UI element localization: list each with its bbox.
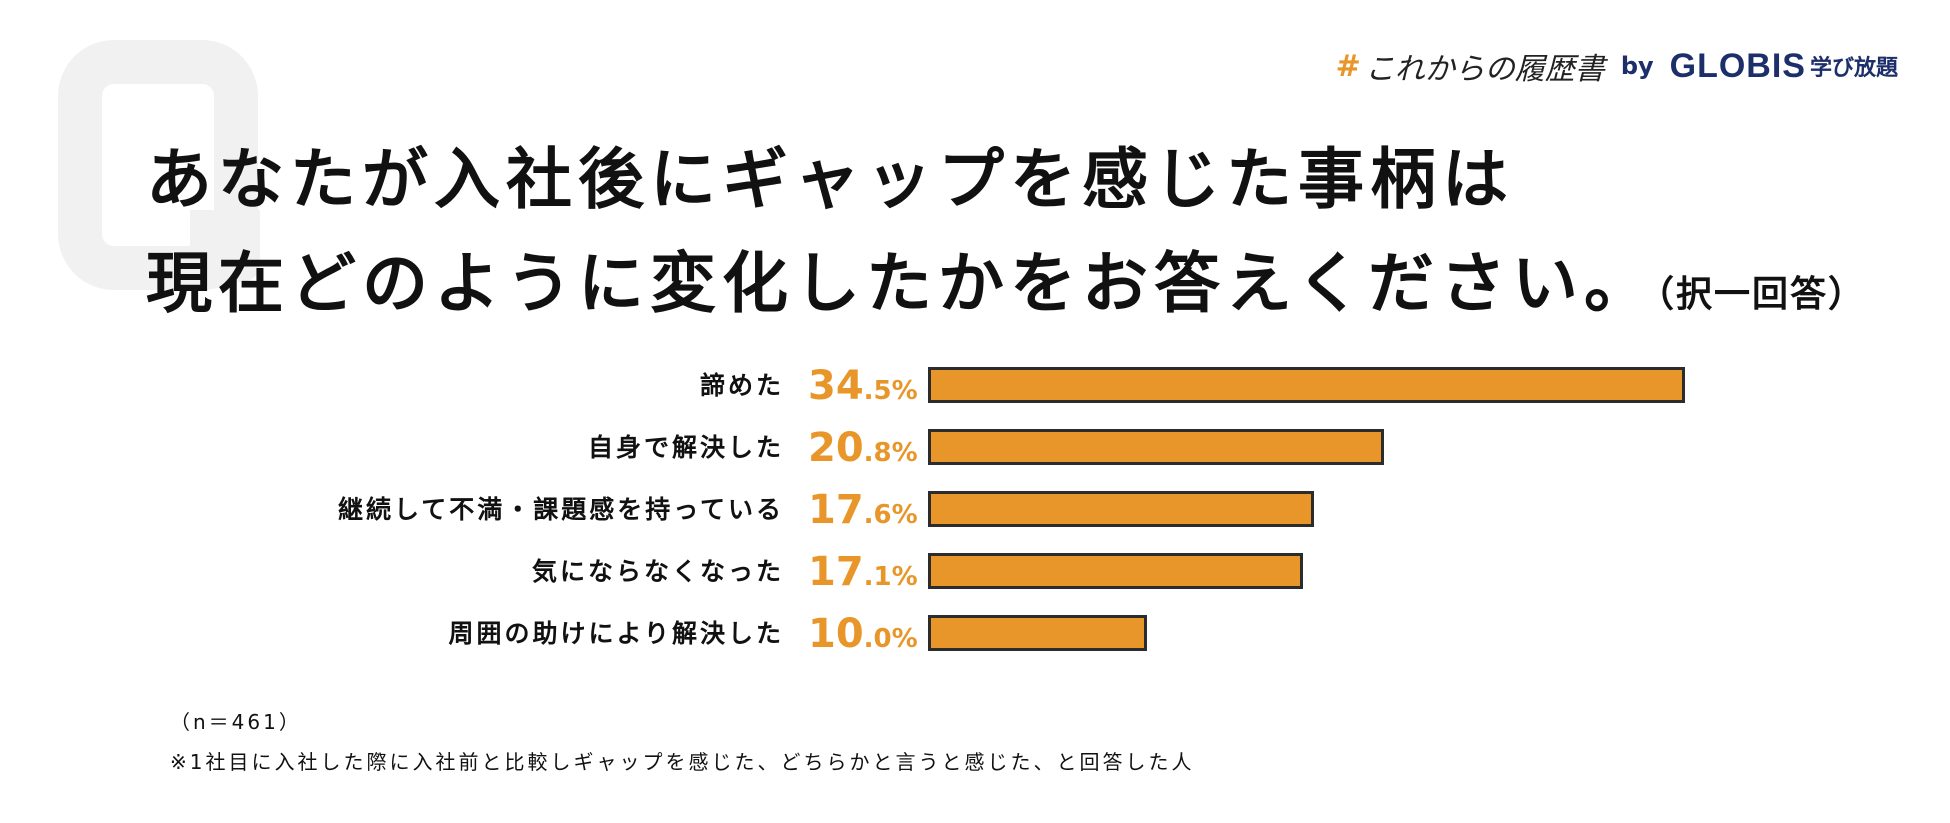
question-line-2-text: 現在どのように変化したかをお答えください。 — [146, 245, 1657, 322]
category-label: 継続して不満・課題感を持っている — [337, 495, 784, 524]
value-label: 20.8% — [808, 425, 918, 471]
hashtag-text: これからの履歴書 — [1364, 52, 1605, 87]
bar — [928, 429, 1384, 465]
respondent-footnote: ※1社目に入社した際に入社前と比較しギャップを感じた、どちらかと言うと感じた、と… — [170, 750, 1195, 774]
globis-service-name: 学び放題 — [1809, 56, 1898, 81]
value-label: 17.6% — [808, 487, 918, 533]
question-line-2: 現在どのように変化したかをお答えください。（択一回答） — [146, 232, 1866, 347]
question-title: あなたが入社後にギャップを感じた事柄は 現在どのように変化したかをお答えください… — [146, 128, 1866, 347]
globis-logo: GLOBIS — [1669, 46, 1806, 85]
brand-by: by — [1620, 52, 1654, 80]
value-label: 10.0% — [808, 611, 918, 657]
answer-type-note: （択一回答） — [1656, 274, 1867, 315]
brand-logo: # これからの履歴書 by GLOBIS 学び放題 — [1336, 44, 1898, 88]
bar — [928, 367, 1685, 403]
sample-size-note: （n＝461） — [170, 710, 302, 734]
category-label: 周囲の助けにより解決した — [448, 619, 784, 648]
category-label: 気にならなくなった — [531, 557, 784, 586]
bar — [928, 553, 1303, 589]
value-label: 17.1% — [808, 549, 918, 595]
hashtag-logo: # これからの履歴書 — [1336, 44, 1605, 88]
bar — [928, 615, 1147, 651]
question-line-1: あなたが入社後にギャップを感じた事柄は — [146, 141, 1514, 218]
hashtag-symbol: # — [1335, 48, 1361, 84]
value-label: 34.5% — [808, 363, 918, 409]
category-label: 自身で解決した — [587, 433, 784, 462]
q-watermark-tail — [190, 210, 260, 282]
bar — [928, 491, 1314, 527]
category-label: 諦めた — [699, 371, 784, 400]
